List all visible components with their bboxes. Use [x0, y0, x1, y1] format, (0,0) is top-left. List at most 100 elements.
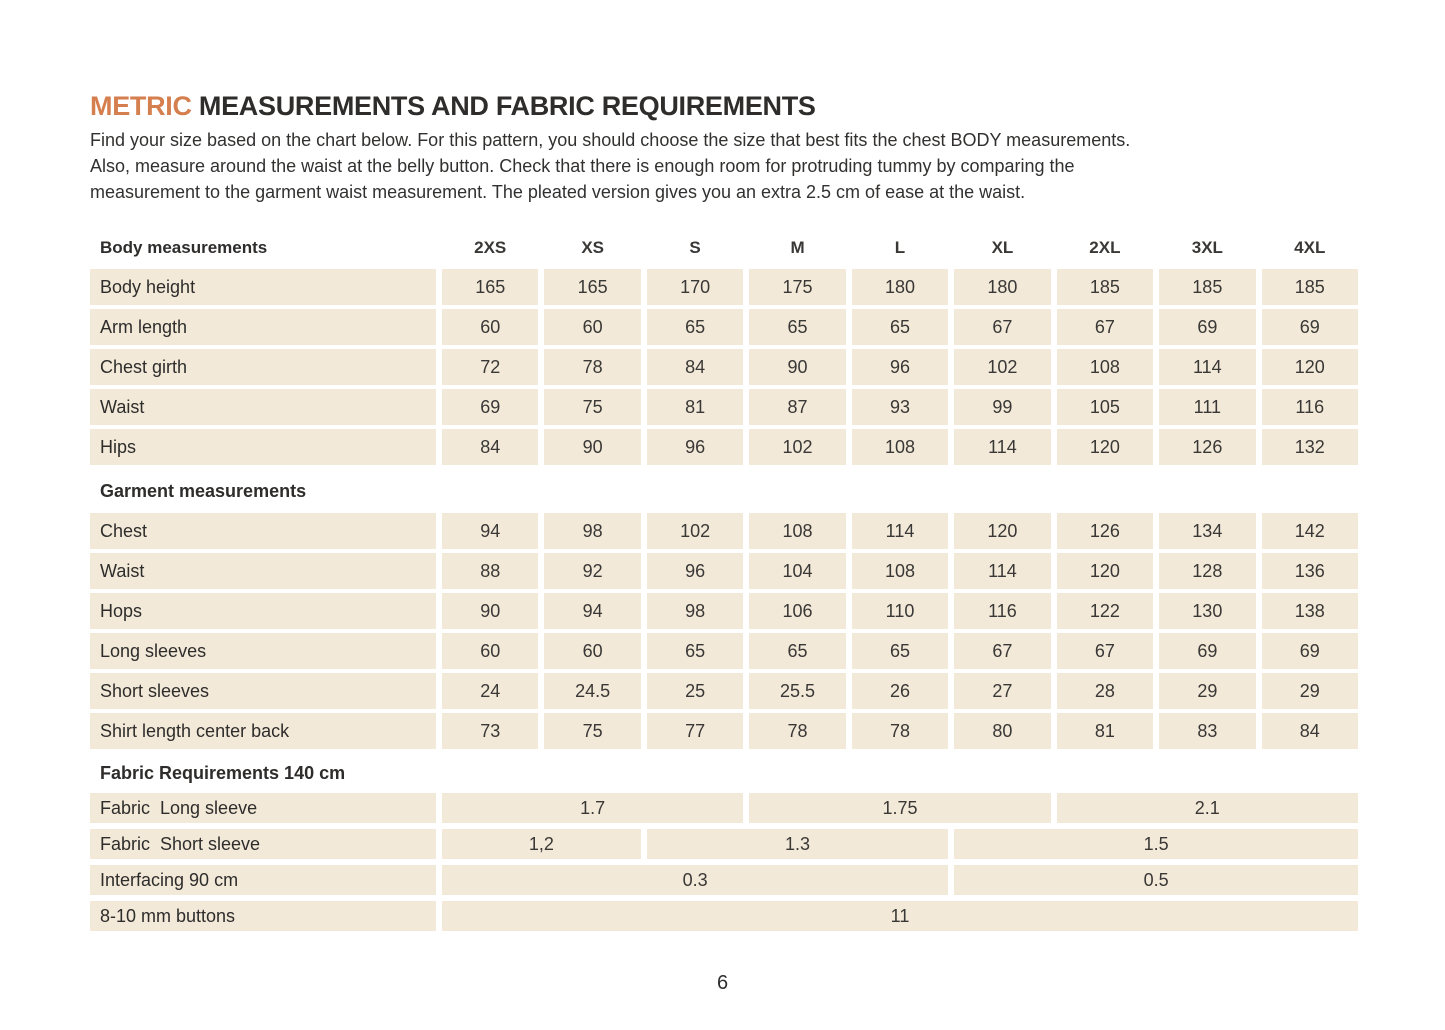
measurement-value-cell: 116 — [1261, 389, 1358, 425]
measurement-value-cell: 84 — [442, 429, 539, 465]
measurement-value-cell: 165 — [544, 269, 641, 305]
measurement-value-cell: 29 — [1261, 673, 1358, 709]
page-number: 6 — [716, 972, 729, 994]
measurement-value-cell: 72 — [442, 349, 539, 385]
measurement-value-cell: 175 — [749, 269, 846, 305]
row-label: Arm length — [90, 309, 436, 345]
measurement-value-cell: 65 — [646, 633, 744, 669]
measurement-value-cell: 99 — [954, 389, 1051, 425]
row-label: Chest — [90, 513, 436, 549]
body-measurement-row: Hips 84 90 96 102 108 114 120 126 132 — [90, 429, 1358, 465]
measurement-value-cell: 26 — [851, 673, 949, 709]
measurement-value-cell: 60 — [544, 309, 641, 345]
measurement-value-cell: 180 — [851, 269, 949, 305]
size-column-header: L — [894, 238, 906, 257]
measurement-value-cell: 102 — [954, 349, 1051, 385]
measurement-value-cell: 24.5 — [544, 673, 641, 709]
row-label: Short sleeves — [90, 673, 436, 709]
measurement-value-cell: 78 — [544, 349, 641, 385]
row-label: Hips — [90, 429, 436, 465]
garment-measurement-row: Chest 94 98 102 108 114 120 126 134 142 — [90, 513, 1358, 549]
garment-measurement-row: Hops 90 94 98 106 110 116 122 130 138 — [90, 593, 1358, 629]
measurement-value-cell: 69 — [1159, 309, 1256, 345]
measurement-value-cell: 69 — [1261, 309, 1358, 345]
measurement-value-cell: 110 — [851, 593, 949, 629]
measurement-value-cell: 75 — [544, 389, 641, 425]
measurement-value-cell: 180 — [954, 269, 1051, 305]
intro-line: Also, measure around the waist at the be… — [90, 156, 1075, 176]
measurement-value-cell: 114 — [1159, 349, 1256, 385]
measurement-value-cell: 80 — [954, 713, 1051, 749]
measurement-value-cell: 69 — [442, 389, 539, 425]
size-column-header: XL — [991, 238, 1014, 257]
fabric-section-header: Fabric Requirements 140 cm — [90, 753, 1358, 793]
intro-line: measurement to the garment waist measure… — [90, 182, 1026, 202]
intro-paragraph: Find your size based on the chart below.… — [90, 127, 1358, 205]
table-corner-label: Body measurements — [100, 238, 268, 257]
measurement-value-cell: 65 — [749, 633, 846, 669]
measurement-value-cell: 120 — [1056, 553, 1154, 589]
body-measurement-row: Body height 165 165 170 175 180 180 185 185 185 — [90, 269, 1358, 305]
measurement-value-cell: 83 — [1159, 713, 1256, 749]
measurement-value-cell: 134 — [1159, 513, 1256, 549]
size-column-header: 2XL — [1089, 238, 1121, 257]
garment-measurement-row: Waist 88 92 96 104 108 114 120 128 136 — [90, 553, 1358, 589]
body-measurement-row: Arm length 60 60 65 65 65 67 67 69 69 — [90, 309, 1358, 345]
fabric-value-cell: 11 — [442, 901, 1358, 931]
body-measurement-rows: Body height 165 165 170 175 180 180 185 185 185 Ar… — [90, 269, 1358, 465]
row-label: Body height — [90, 269, 436, 305]
fabric-requirement-rows: Fabric Long sleeve 1.7 1.75 2.1 Fabric Short… — [90, 793, 1358, 931]
body-measurement-row: Waist 69 75 81 87 93 99 105 111 116 — [90, 389, 1358, 425]
measurement-value-cell: 28 — [1056, 673, 1154, 709]
measurement-value-cell: 130 — [1159, 593, 1256, 629]
measurement-value-cell: 25.5 — [749, 673, 846, 709]
measurement-value-cell: 142 — [1261, 513, 1358, 549]
intro-line: Find your size based on the chart below.… — [90, 130, 1131, 150]
measurement-value-cell: 102 — [646, 513, 744, 549]
size-column-header: S — [689, 238, 701, 257]
row-label: Fabric Long sleeve — [90, 793, 436, 823]
measurement-value-cell: 73 — [442, 713, 539, 749]
size-column-header: 3XL — [1191, 238, 1223, 257]
measurement-value-cell: 92 — [544, 553, 641, 589]
row-label: Fabric Short sleeve — [90, 829, 436, 859]
page-title: METRIC MEASUREMENTS AND FABRIC REQUIREME… — [90, 92, 1358, 120]
fabric-requirement-row: 8-10 mm buttons 11 — [90, 901, 1358, 931]
measurement-value-cell: 69 — [1159, 633, 1256, 669]
measurement-value-cell: 78 — [749, 713, 846, 749]
measurement-value-cell: 81 — [646, 389, 744, 425]
measurement-value-cell: 120 — [1056, 429, 1154, 465]
fabric-value-cell: 2.1 — [1056, 793, 1358, 823]
row-label: Hops — [90, 593, 436, 629]
measurement-value-cell: 98 — [544, 513, 641, 549]
measurement-value-cell: 60 — [442, 309, 539, 345]
measurement-value-cell: 136 — [1261, 553, 1358, 589]
measurement-value-cell: 120 — [1261, 349, 1358, 385]
table-header-row: Body measurements 2XS XS S M L XL 2XL 3XL 4XL — [90, 233, 1358, 263]
measurement-value-cell: 84 — [646, 349, 744, 385]
measurement-value-cell: 67 — [1056, 633, 1154, 669]
measurement-value-cell: 185 — [1056, 269, 1154, 305]
garment-measurement-rows: Chest 94 98 102 108 114 120 126 134 142 Waist 88 92 9… — [90, 513, 1358, 749]
fabric-value-cell: 1.7 — [442, 793, 744, 823]
measurement-value-cell: 104 — [749, 553, 846, 589]
measurement-value-cell: 116 — [954, 593, 1051, 629]
garment-measurement-row: Long sleeves 60 60 65 65 65 67 67 69 69 — [90, 633, 1358, 669]
measurement-value-cell: 108 — [851, 553, 949, 589]
measurement-value-cell: 87 — [749, 389, 846, 425]
measurement-value-cell: 67 — [1056, 309, 1154, 345]
measurement-value-cell: 122 — [1056, 593, 1154, 629]
measurement-value-cell: 108 — [851, 429, 949, 465]
measurement-value-cell: 25 — [646, 673, 744, 709]
measurement-value-cell: 60 — [442, 633, 539, 669]
measurement-value-cell: 93 — [851, 389, 949, 425]
measurement-value-cell: 105 — [1056, 389, 1154, 425]
measurement-value-cell: 77 — [646, 713, 744, 749]
measurement-value-cell: 65 — [851, 633, 949, 669]
measurement-value-cell: 185 — [1261, 269, 1358, 305]
measurement-value-cell: 75 — [544, 713, 641, 749]
row-label: Interfacing 90 cm — [90, 865, 436, 895]
measurement-value-cell: 81 — [1056, 713, 1154, 749]
measurement-value-cell: 108 — [1056, 349, 1154, 385]
measurement-value-cell: 84 — [1261, 713, 1358, 749]
